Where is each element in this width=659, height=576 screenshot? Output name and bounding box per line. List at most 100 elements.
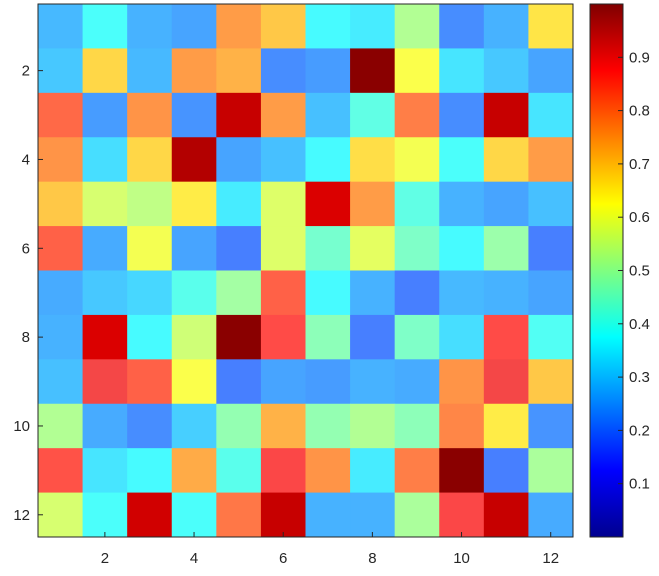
heatmap-cell bbox=[305, 226, 351, 271]
heatmap-cell bbox=[350, 448, 396, 494]
heatmap-cell bbox=[38, 226, 84, 271]
heatmap-cell bbox=[394, 314, 440, 360]
heatmap-cell bbox=[483, 314, 529, 360]
heatmap-cell bbox=[483, 92, 529, 138]
heatmap-cell bbox=[528, 359, 574, 405]
heatmap-cell bbox=[171, 359, 217, 405]
heatmap-cell bbox=[394, 270, 440, 316]
heatmap-cell bbox=[127, 181, 173, 227]
heatmap-cell bbox=[305, 403, 351, 449]
colorbar-tick-label: 0.3 bbox=[629, 369, 650, 386]
heatmap-cell bbox=[216, 403, 262, 449]
heatmap-cell bbox=[350, 226, 396, 271]
heatmap-cell bbox=[528, 226, 574, 271]
heatmap-cell bbox=[82, 448, 128, 494]
heatmap-cell bbox=[38, 137, 84, 183]
heatmap-cell bbox=[528, 270, 574, 316]
heatmap-cell bbox=[483, 137, 529, 183]
heatmap-cell bbox=[82, 492, 128, 538]
heatmap-cell bbox=[216, 48, 262, 94]
heatmap-cell bbox=[483, 448, 529, 494]
heatmap-cell bbox=[483, 359, 529, 405]
heatmap-cell bbox=[350, 181, 396, 227]
heatmap-cell bbox=[350, 492, 396, 538]
heatmap-cell bbox=[216, 226, 262, 271]
heatmap-cell bbox=[38, 314, 84, 360]
heatmap-cell bbox=[350, 270, 396, 316]
heatmap-cell bbox=[260, 314, 306, 360]
heatmap-cell bbox=[38, 181, 84, 227]
heatmap-cell bbox=[439, 359, 485, 405]
heatmap-cell bbox=[127, 92, 173, 138]
heatmap-cell bbox=[350, 48, 396, 94]
heatmap-cell bbox=[528, 137, 574, 183]
heatmap-cell bbox=[305, 359, 351, 405]
x-tick-label: 12 bbox=[542, 550, 559, 567]
heatmap-cell bbox=[260, 4, 306, 49]
heatmap-cell bbox=[38, 448, 84, 494]
heatmap-cell bbox=[171, 314, 217, 360]
x-tick-label: 10 bbox=[453, 550, 470, 567]
heatmap-cell bbox=[483, 492, 529, 538]
heatmap-cell bbox=[127, 226, 173, 271]
heatmap-cell bbox=[82, 92, 128, 138]
heatmap-cell bbox=[305, 314, 351, 360]
heatmap-cell bbox=[350, 314, 396, 360]
heatmap-cell bbox=[439, 48, 485, 94]
axes: 2 4 6 8 10 12 2 4 6 8 10 12 bbox=[13, 63, 559, 567]
plot-frame bbox=[37, 3, 574, 538]
colorbar-tick-label: 0.9 bbox=[629, 49, 650, 66]
heatmap-cell bbox=[82, 181, 128, 227]
colorbar-tick-label: 0.7 bbox=[629, 156, 650, 173]
heatmap-cell bbox=[216, 448, 262, 494]
heatmap-cell bbox=[171, 48, 217, 94]
heatmap-cell bbox=[127, 492, 173, 538]
heatmap-cell bbox=[171, 403, 217, 449]
heatmap-cell bbox=[394, 48, 440, 94]
heatmap-cell bbox=[528, 181, 574, 227]
heatmap-cell bbox=[483, 48, 529, 94]
heatmap-cell bbox=[82, 314, 128, 360]
heatmap-cell bbox=[127, 4, 173, 49]
heatmap-cell bbox=[171, 137, 217, 183]
heatmap-cell bbox=[171, 4, 217, 49]
heatmap-cell bbox=[260, 181, 306, 227]
heatmap-cell bbox=[394, 92, 440, 138]
heatmap-cell bbox=[394, 359, 440, 405]
heatmap-cell bbox=[394, 181, 440, 227]
colorbar-tick-label: 0.2 bbox=[629, 422, 650, 439]
heatmap-cell bbox=[260, 448, 306, 494]
colorbar bbox=[589, 3, 624, 538]
heatmap-cell bbox=[439, 137, 485, 183]
y-tick-label: 6 bbox=[22, 240, 30, 257]
heatmap-cell bbox=[216, 137, 262, 183]
heatmap-cell bbox=[171, 92, 217, 138]
heatmap-cell bbox=[528, 4, 574, 49]
heatmap-cell bbox=[305, 492, 351, 538]
y-tick-label: 10 bbox=[13, 418, 30, 435]
heatmap-cells bbox=[38, 4, 574, 538]
heatmap-cell bbox=[305, 270, 351, 316]
heatmap-cell bbox=[305, 181, 351, 227]
heatmap-cell bbox=[38, 48, 84, 94]
x-tick-label: 2 bbox=[101, 550, 109, 567]
colorbar-tick-label: 0.1 bbox=[629, 476, 650, 493]
colorbar-tick-label: 0.4 bbox=[629, 316, 650, 333]
heatmap-cell bbox=[216, 492, 262, 538]
heatmap-cell bbox=[528, 403, 574, 449]
heatmap-cell bbox=[260, 137, 306, 183]
heatmap-cell bbox=[38, 270, 84, 316]
heatmap-cell bbox=[439, 4, 485, 49]
colorbar-ticks: 0.1 0.2 0.3 0.4 0.5 0.6 0.7 0.8 0.9 bbox=[618, 49, 650, 493]
heatmap-cell bbox=[38, 92, 84, 138]
heatmap-cell bbox=[171, 270, 217, 316]
heatmap-cell bbox=[216, 92, 262, 138]
heatmap-cell bbox=[38, 359, 84, 405]
x-tick-label: 4 bbox=[190, 550, 198, 567]
heatmap-cell bbox=[439, 181, 485, 227]
heatmap-cell bbox=[127, 270, 173, 316]
heatmap-cell bbox=[260, 359, 306, 405]
heatmap-cell bbox=[439, 403, 485, 449]
heatmap-cell bbox=[350, 4, 396, 49]
